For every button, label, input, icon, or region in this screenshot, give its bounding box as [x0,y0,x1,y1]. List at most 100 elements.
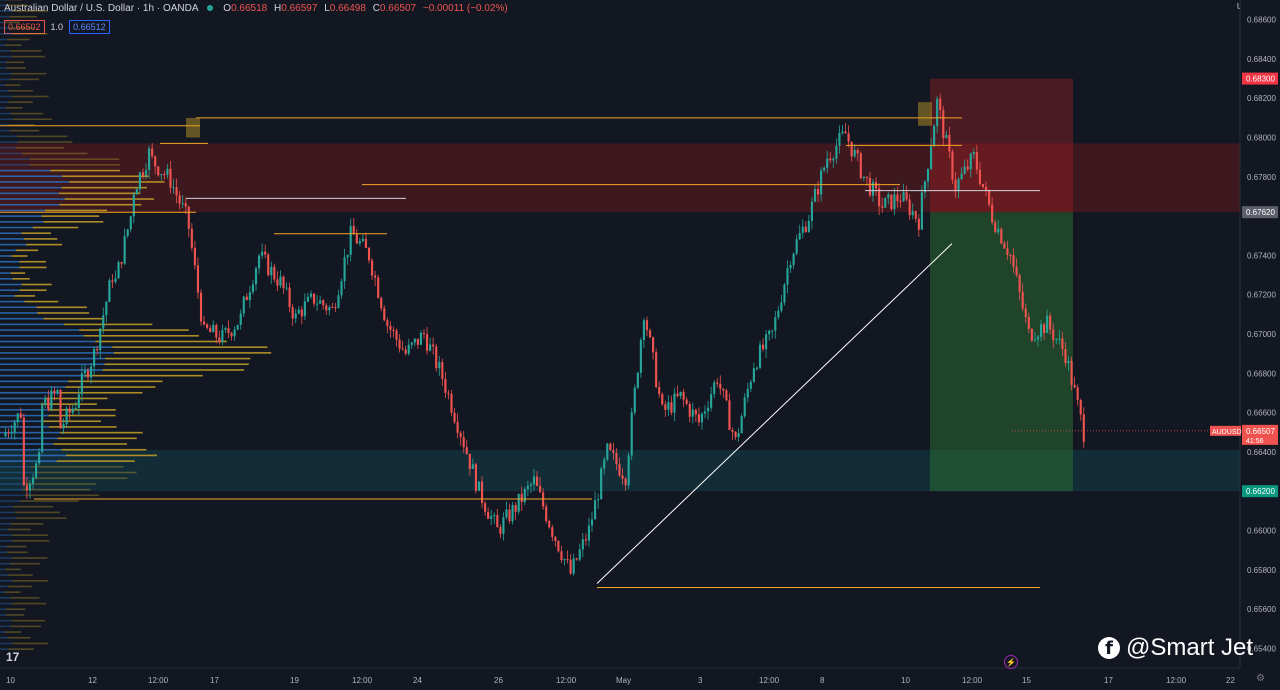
time-tick-label: 17 [210,676,219,685]
volume-profile-bar [0,38,8,41]
volume-profile-bar [0,511,15,514]
volume-profile-bar [0,55,12,58]
volume-profile-bar [62,175,149,178]
volume-profile-bar [95,340,227,343]
volume-profile-bar [0,186,62,189]
candle-body [908,199,911,216]
candle-body [62,424,65,429]
candle-body [1079,400,1082,415]
volume-profile-bar [0,169,51,172]
candle-body [972,152,975,155]
lightning-icon[interactable]: ⚡ [1004,655,1018,669]
candle-body [984,186,988,191]
candle-body [560,551,563,561]
volume-profile-bar [0,460,57,462]
candle-body [920,192,923,230]
candle-body [740,416,743,434]
volume-profile-bar [30,164,121,166]
volume-profile-bar [0,300,25,303]
supply-zone [0,143,1240,213]
volume-profile-bar [0,380,69,383]
volume-profile-bar [0,112,11,115]
candle-body [349,226,352,255]
volume-profile-bar [5,591,21,593]
candle-body [312,293,316,304]
candle-body [688,404,691,417]
candle-body [468,453,471,469]
volume-profile-bar [0,329,80,331]
volume-profile-bar [19,500,79,502]
candle-body [248,292,251,301]
candle-body [939,98,942,111]
candle-body [325,305,328,311]
volume-profile-bar [8,101,33,103]
quantity-value[interactable]: 1.0 [50,22,64,32]
volume-profile-bar [0,494,25,497]
volume-profile-bar [0,562,10,565]
candle-body [206,324,209,328]
candle-body [798,232,801,240]
candle-body [658,387,661,395]
gear-icon[interactable]: ⚙ [1256,673,1265,684]
candle-body [99,328,102,351]
volume-profile-bar [11,619,46,622]
time-tick-label: 24 [413,676,422,685]
candle-body [199,292,203,322]
volume-profile-bar [10,523,44,525]
candle-body [716,382,719,384]
candle-body [169,168,172,188]
candle-body [774,317,777,331]
candle-body [554,537,557,541]
tradingview-logo-icon[interactable]: 17 [6,650,19,664]
symbol-title[interactable]: Australian Dollar / U.S. Dollar · 1h · O… [4,3,199,14]
volume-profile-bar [59,203,142,206]
peak-marker [186,117,200,138]
volume-profile-bar [23,483,96,485]
candle-body [804,226,807,232]
volume-profile-bar [0,10,12,12]
time-tick-label: 10 [6,676,15,685]
volume-profile-bar [0,488,23,491]
candle-body [386,320,389,326]
candle-body [151,148,154,157]
volume-profile-bar [19,289,47,292]
volume-profile-bar [22,488,91,491]
volume-profile-bar [0,95,13,98]
candle-body [367,247,371,261]
candle-body [254,268,258,285]
candle-body [224,328,227,330]
volume-profile-bar [112,346,268,348]
volume-profile-bar [0,198,65,200]
drawings[interactable] [0,102,1240,588]
time-tick-label: 22 [1226,676,1235,685]
candle-body [1030,328,1033,341]
volume-profile-bar [10,625,41,628]
candle-body [441,362,444,379]
candle-body [419,332,423,345]
candle-body [276,279,279,286]
candle-body [584,539,587,541]
buy-button[interactable]: 0.66512 [69,20,110,34]
candle-body [755,367,759,369]
volume-profile-bar [0,124,9,126]
candle-body [1046,315,1049,334]
volume-profile-bar [83,334,199,337]
candle-body [691,409,694,417]
candle-body [80,373,83,395]
sell-button[interactable]: 0.66502 [4,20,45,34]
candle-body [297,309,300,314]
candle-body [514,504,517,512]
candle-body [535,476,539,486]
candle-body [633,387,636,413]
price-label: 0.67620 [1246,208,1275,217]
volume-profile-bar [9,78,39,81]
volume-profile-bar [0,369,103,371]
candle-body [832,158,835,161]
volume-profile-bar [0,591,6,593]
candle-body [988,190,991,205]
price-label-bg [1242,485,1278,498]
volume-profile-bar [104,363,249,366]
volume-profile-bar [64,198,154,200]
candle-body [209,327,212,333]
